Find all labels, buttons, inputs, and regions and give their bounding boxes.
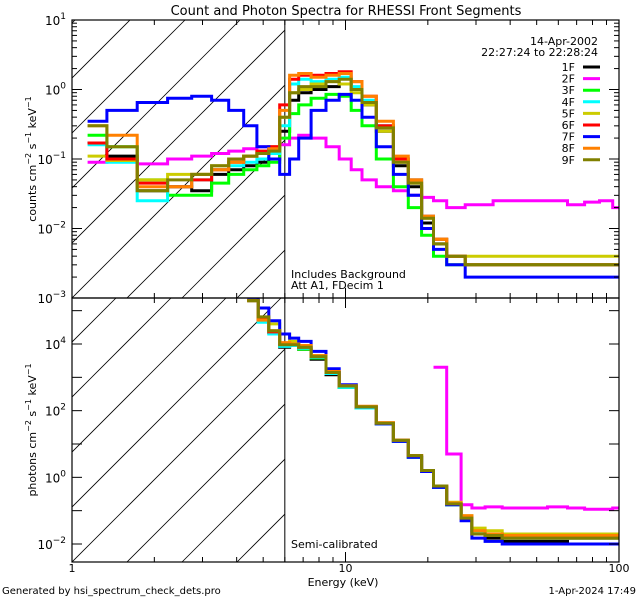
legend-item-7F: 7F [562, 131, 600, 144]
legend-item-2F: 2F [562, 73, 600, 86]
legend-item-3F: 3F [562, 84, 600, 97]
x-axis-label: Energy (keV) [308, 576, 379, 589]
upper-annotation-attenuator: Att A1, FDecim 1 [291, 279, 384, 292]
upper-annotation-background: Includes Background [291, 268, 406, 281]
legend-item-1F: 1F [562, 61, 600, 74]
legend-item-5F: 5F [562, 107, 600, 120]
series-7F-line [87, 92, 619, 279]
series-group [87, 70, 619, 279]
legend-label: 3F [562, 84, 575, 97]
legend-label: 4F [562, 96, 575, 109]
y-axis-label: photons cm−2 s−1 keV−1 [24, 363, 39, 496]
hatch-line [181, 194, 285, 298]
legend-label: 6F [562, 119, 575, 132]
legend-label: 5F [562, 107, 575, 120]
legend-item-4F: 4F [562, 96, 600, 109]
hatch-line [457, 298, 640, 562]
hatch-line [72, 348, 285, 562]
hatch-line [72, 298, 227, 453]
y-tick-label: 10−2 [37, 536, 66, 552]
plot-frame [71, 297, 620, 563]
y-axis-label: counts cm−2 s−1 keV−1 [24, 96, 39, 221]
hatch-line [292, 298, 556, 562]
series-4F-line [247, 299, 619, 540]
series-9F-line [87, 77, 619, 267]
series-2F-line [433, 365, 619, 511]
y-tick-label: 100 [45, 469, 66, 485]
hatch-line [512, 298, 640, 562]
y-tick-label: 102 [45, 403, 66, 419]
hatch-line [236, 513, 285, 562]
hatch-line [402, 298, 640, 562]
legend-item-8F: 8F [562, 142, 600, 155]
hatch-line [72, 298, 282, 508]
lower-annotation-semicalibrated: Semi-calibrated [291, 538, 378, 551]
hatch-line [72, 84, 285, 298]
count-spectrum-panel: 101 100 10−1 10−2 10−3 counts cm−2 s−1 keV−1 [0, 12, 640, 306]
series-group [247, 298, 619, 546]
hatch-line [347, 298, 611, 562]
hatch-line [72, 20, 186, 134]
hatch-line [236, 249, 285, 298]
x-tick-label: 1 [69, 562, 76, 575]
hatch-line [622, 298, 640, 562]
hatch-line [72, 20, 241, 189]
legend-label: 8F [562, 142, 575, 155]
y-tick-label: 104 [45, 336, 66, 352]
legend-label: 2F [562, 73, 575, 86]
series-8F-line [247, 299, 619, 537]
y-tick-label: 10−2 [37, 221, 66, 237]
y-tick-label: 10−1 [37, 151, 66, 167]
time-label: 22:27:24 to 22:28:24 [481, 46, 598, 59]
hatch-line [567, 298, 640, 562]
legend-label: 7F [562, 131, 575, 144]
hatch-line [72, 29, 285, 244]
hatch-line [0, 298, 6, 562]
hatch-line [72, 298, 172, 398]
series-6F-line [247, 299, 619, 540]
series-2F-line [87, 133, 619, 210]
chart-title: Count and Photon Spectra for RHESSI Fron… [171, 4, 522, 19]
hatch-line [181, 458, 285, 562]
y-tick-label: 100 [45, 82, 66, 98]
legend-item-6F: 6F [562, 119, 600, 132]
hatch-line [126, 403, 285, 562]
series-9F-line [247, 299, 619, 540]
y-tick-label: 101 [45, 12, 66, 28]
hatched-region [0, 298, 640, 562]
y-tick-label: 10−3 [37, 290, 66, 306]
legend-item-9F: 9F [562, 154, 600, 167]
photon-spectrum-panel: 104 102 100 10−2 photons cm−2 s−1 keV−1 [0, 297, 640, 563]
x-tick-label: 100 [609, 562, 630, 575]
series-5F-line [247, 299, 619, 536]
footer-timestamp: 1-Apr-2024 17:49 [549, 586, 636, 597]
hatch-line [72, 20, 131, 79]
text-layer: Count and Photon Spectra for RHESSI Fron… [2, 4, 636, 597]
legend-label: 9F [562, 154, 575, 167]
x-tick-label: 10 [339, 562, 353, 575]
series-3F-line [247, 299, 619, 540]
hatch-lines [0, 298, 640, 562]
date-label: 14-Apr-2002 [530, 35, 598, 48]
hatch-line [622, 20, 640, 298]
footer-generated-by: Generated by hsi_spectrum_check_dets.pro [2, 586, 221, 597]
legend-label: 1F [562, 61, 575, 74]
hatch-line [0, 20, 20, 298]
